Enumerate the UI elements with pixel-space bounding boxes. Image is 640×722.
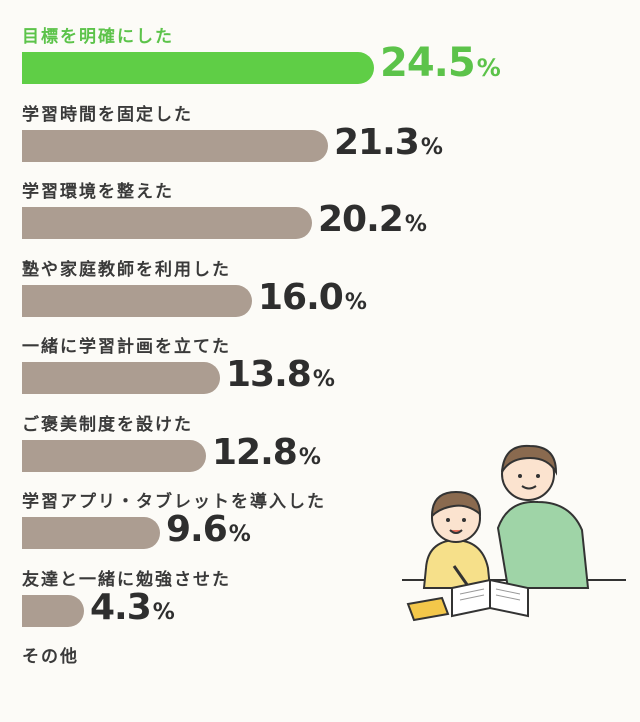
category-label: 学習アプリ・タブレットを導入した bbox=[22, 492, 326, 512]
value-label: 12.8% bbox=[212, 432, 321, 473]
bar bbox=[22, 517, 160, 549]
value-unit: % bbox=[476, 54, 501, 82]
parent-child-study-illustration bbox=[402, 444, 626, 622]
bar-row: 友達と一緒に勉強させた 4.3% bbox=[22, 565, 622, 645]
bar-row: 学習環境を整えた 20.2% bbox=[22, 177, 622, 257]
value-label: 4.3% bbox=[90, 587, 175, 628]
value-unit: % bbox=[344, 289, 367, 315]
value-number: 24.5 bbox=[380, 40, 476, 86]
bar-row: その他 bbox=[22, 642, 622, 722]
value-label: 21.3% bbox=[334, 122, 443, 163]
bar-chart: 目標を明確にした 24.5% 学習時間を固定した 21.3% 学習環境を整えた 20.2%… bbox=[22, 22, 622, 667]
value-number: 12.8 bbox=[212, 431, 298, 473]
value-unit: % bbox=[228, 522, 251, 547]
category-label: ご褒美制度を設けた bbox=[22, 414, 193, 435]
bar-row: 塾や家庭教師を利用した 16.0% bbox=[22, 255, 622, 335]
category-label: 目標を明確にした bbox=[22, 27, 174, 47]
value-unit: % bbox=[404, 212, 427, 237]
bar bbox=[22, 362, 220, 394]
value-label: 9.6% bbox=[166, 509, 251, 550]
value-number: 20.2 bbox=[318, 199, 404, 240]
category-label: 学習環境を整えた bbox=[22, 182, 174, 202]
bar-row: 学習アプリ・タブレットを導入した 9.6% bbox=[22, 487, 622, 567]
category-label: 一緒に学習計画を立てた bbox=[22, 337, 231, 357]
value-number: 9.6 bbox=[166, 509, 228, 550]
bar-row: 目標を明確にした 24.5% bbox=[22, 22, 622, 102]
value-unit: % bbox=[420, 134, 443, 160]
bar bbox=[22, 594, 84, 627]
bar-row: 一緒に学習計画を立てた 13.8% bbox=[22, 332, 622, 412]
value-label: 24.5% bbox=[380, 40, 501, 86]
category-label: その他 bbox=[22, 647, 79, 667]
value-unit: % bbox=[152, 599, 175, 625]
category-label: 塾や家庭教師を利用した bbox=[22, 259, 231, 280]
bar bbox=[22, 52, 374, 84]
category-label: 学習時間を固定した bbox=[22, 104, 193, 125]
value-number: 16.0 bbox=[258, 276, 344, 318]
bar bbox=[22, 284, 252, 317]
value-number: 4.3 bbox=[90, 586, 152, 628]
value-label: 20.2% bbox=[318, 199, 427, 240]
category-label: 友達と一緒に勉強させた bbox=[22, 569, 231, 590]
value-unit: % bbox=[312, 367, 335, 392]
value-label: 13.8% bbox=[226, 354, 335, 395]
bar bbox=[22, 439, 206, 472]
value-number: 13.8 bbox=[226, 354, 312, 395]
bar-row: ご褒美制度を設けた 12.8% bbox=[22, 410, 622, 490]
bar-row: 学習時間を固定した 21.3% bbox=[22, 100, 622, 180]
value-unit: % bbox=[298, 444, 321, 470]
bar bbox=[22, 207, 312, 239]
value-label: 16.0% bbox=[258, 277, 367, 318]
value-number: 21.3 bbox=[334, 121, 420, 163]
bar bbox=[22, 129, 328, 162]
